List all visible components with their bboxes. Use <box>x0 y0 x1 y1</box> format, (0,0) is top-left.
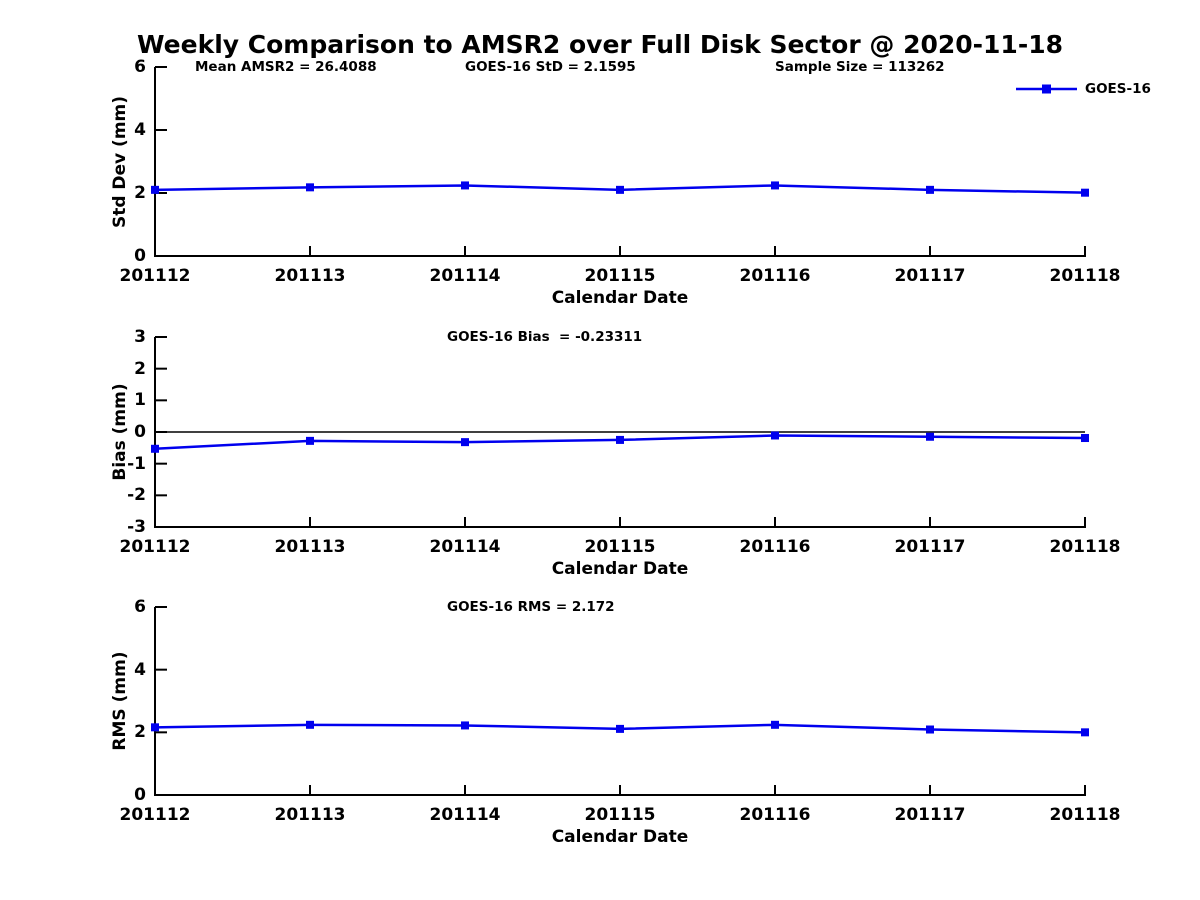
data-point-marker-rms <box>616 724 624 733</box>
x-tick-label-bias: 201118 <box>1049 537 1121 557</box>
data-point-marker-bias <box>1081 434 1089 443</box>
y-tick-label-bias: -3 <box>127 517 146 537</box>
data-point-marker-bias <box>616 435 624 444</box>
y-tick-label-std-dev: 6 <box>134 57 146 77</box>
x-tick-label-rms: 201117 <box>894 805 966 825</box>
y-tick-label-bias: 3 <box>134 327 146 347</box>
y-tick-label-std-dev: 0 <box>134 246 146 266</box>
y-tick-label-bias: 1 <box>134 390 146 411</box>
data-point-marker-bias <box>771 431 779 440</box>
x-axis-title-bias: Calendar Date <box>551 559 689 579</box>
x-tick-label-bias: 201114 <box>429 537 501 557</box>
data-point-marker-bias <box>461 438 469 447</box>
data-point-marker-rms <box>1081 728 1089 737</box>
data-point-marker-bias <box>926 432 934 441</box>
x-tick-label-rms: 201112 <box>119 805 191 825</box>
x-tick-label-bias: 201112 <box>119 537 191 557</box>
x-tick-label-std-dev: 201115 <box>584 266 656 286</box>
data-point-marker-std-dev <box>771 181 779 190</box>
x-tick-label-rms: 201115 <box>584 805 656 825</box>
y-tick-label-rms: 4 <box>134 659 146 680</box>
x-tick-label-std-dev: 201114 <box>429 266 501 286</box>
y-tick-label-bias: -2 <box>127 485 146 506</box>
x-tick-label-std-dev: 201117 <box>894 266 966 286</box>
data-point-marker-std-dev <box>926 185 934 194</box>
annotation-std-dev: GOES-16 StD = 2.1595 <box>465 59 636 75</box>
annotation-bias: GOES-16 Bias = -0.23311 <box>447 329 643 345</box>
x-tick-label-bias: 201115 <box>584 537 656 557</box>
y-tick-label-std-dev: 2 <box>134 183 146 203</box>
x-tick-label-rms: 201118 <box>1049 805 1121 825</box>
data-point-marker-rms <box>461 721 469 730</box>
figure-title: Weekly Comparison to AMSR2 over Full Dis… <box>136 30 1063 59</box>
y-tick-label-bias: 2 <box>134 358 146 379</box>
legend-marker <box>1042 84 1051 94</box>
data-point-marker-std-dev <box>151 185 159 194</box>
x-tick-label-std-dev: 201112 <box>119 266 191 286</box>
annotation-std-dev: Mean AMSR2 = 26.4088 <box>195 59 377 75</box>
data-point-marker-std-dev <box>616 185 624 194</box>
legend-label: GOES-16 <box>1085 81 1151 97</box>
y-tick-label-rms: 6 <box>134 597 146 617</box>
data-point-marker-bias <box>151 444 159 453</box>
x-tick-label-std-dev: 201118 <box>1049 266 1121 286</box>
y-axis-title-rms: RMS (mm) <box>110 651 130 751</box>
x-tick-label-bias: 201116 <box>739 537 811 557</box>
x-axis-title-rms: Calendar Date <box>551 827 689 847</box>
y-tick-label-std-dev: 4 <box>134 120 146 140</box>
x-tick-label-rms: 201114 <box>429 805 501 825</box>
y-tick-label-bias: -1 <box>127 453 146 474</box>
x-axis-title-std-dev: Calendar Date <box>551 288 689 308</box>
y-axis-title-bias: Bias (mm) <box>110 383 130 481</box>
data-point-marker-rms <box>306 720 314 729</box>
annotation-rms: GOES-16 RMS = 2.172 <box>447 599 615 615</box>
annotation-std-dev: Sample Size = 113262 <box>775 59 945 75</box>
y-tick-label-rms: 0 <box>134 785 146 805</box>
x-tick-label-rms: 201116 <box>739 805 811 825</box>
y-tick-label-rms: 2 <box>134 722 146 743</box>
y-tick-label-bias: 0 <box>134 422 146 442</box>
y-axis-title-std-dev: Std Dev (mm) <box>110 95 130 228</box>
x-tick-label-std-dev: 201116 <box>739 266 811 286</box>
x-tick-label-std-dev: 201113 <box>274 266 346 286</box>
data-point-marker-rms <box>771 720 779 729</box>
x-tick-label-rms: 201113 <box>274 805 346 825</box>
data-point-marker-rms <box>151 723 159 732</box>
data-point-marker-bias <box>306 436 314 445</box>
data-point-marker-std-dev <box>1081 188 1089 197</box>
data-point-marker-rms <box>926 725 934 734</box>
data-point-marker-std-dev <box>461 181 469 190</box>
data-point-marker-std-dev <box>306 183 314 192</box>
x-tick-label-bias: 201117 <box>894 537 966 557</box>
x-tick-label-bias: 201113 <box>274 537 346 557</box>
